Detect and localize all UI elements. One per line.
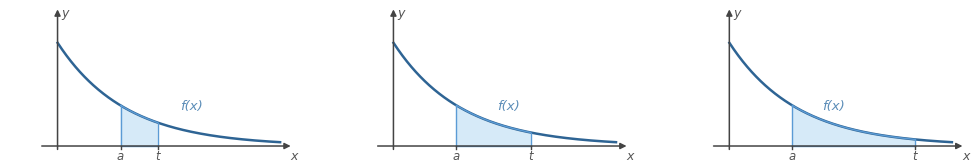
- Text: t: t: [155, 150, 160, 163]
- Text: a: a: [789, 150, 796, 163]
- Text: f(x): f(x): [822, 100, 844, 113]
- Text: f(x): f(x): [497, 100, 520, 113]
- Text: a: a: [452, 150, 460, 163]
- Text: x: x: [291, 150, 298, 163]
- Text: x: x: [962, 150, 970, 163]
- Text: t: t: [913, 150, 917, 163]
- Text: x: x: [626, 150, 634, 163]
- Text: a: a: [117, 150, 124, 163]
- Text: y: y: [61, 7, 68, 20]
- Text: f(x): f(x): [179, 100, 203, 113]
- Text: t: t: [528, 150, 533, 163]
- Text: y: y: [397, 7, 405, 20]
- Text: y: y: [733, 7, 740, 20]
